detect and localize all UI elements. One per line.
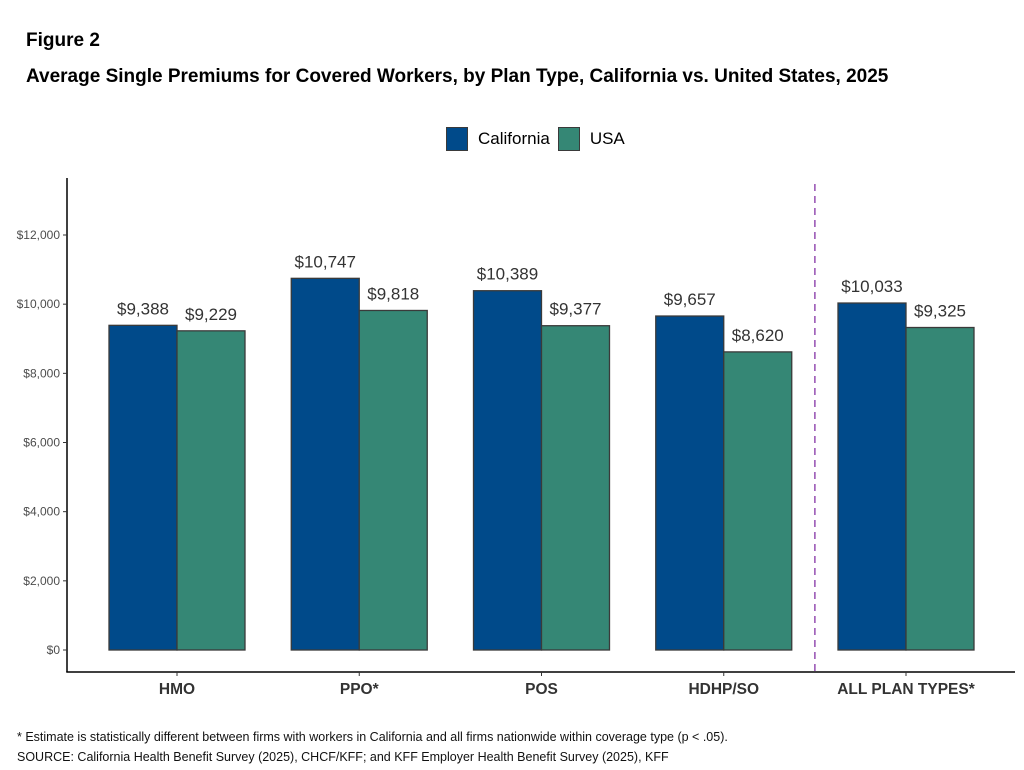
data-label: $10,389 [477,265,538,284]
data-label: $9,229 [185,305,237,324]
data-label: $9,325 [914,302,966,321]
y-tick-label: $4,000 [23,505,60,519]
y-tick-label: $12,000 [17,228,61,242]
legend-item-usa: USA [557,127,625,151]
data-label: $9,377 [550,300,602,319]
legend-swatch-usa [557,127,580,151]
chart-title: Average Single Premiums for Covered Work… [26,66,889,87]
bar-usa [723,351,793,651]
legend-swatch-california [446,127,468,151]
legend-label-california: California [478,129,550,148]
legend-label-usa: USA [589,129,625,148]
bar-california [655,315,725,651]
x-tick-label: PPO* [340,681,380,698]
bar-usa [905,326,975,651]
data-label: $9,657 [664,290,716,309]
source-note: SOURCE: California Health Benefit Survey… [17,750,669,764]
y-tick-label: $0 [47,643,61,657]
y-tick-label: $6,000 [23,436,60,450]
y-tick-label: $8,000 [23,366,60,380]
figure-label: Figure 2 [26,30,100,51]
bar-california [108,324,178,651]
x-tick-label: POS [525,681,558,698]
x-tick-label: HDHP/SO [688,681,759,698]
legend: California USA [446,127,633,151]
legend-item-california: California [446,127,550,151]
x-tick-label: ALL PLAN TYPES* [837,681,975,698]
bar-california [290,277,360,651]
bar-usa [358,309,428,651]
data-label: $9,388 [117,299,169,318]
bar-usa [540,325,611,651]
bar-california [472,290,543,651]
y-tick-label: $10,000 [17,297,61,311]
data-label: $10,747 [295,252,356,271]
bar-california [837,302,907,651]
data-label: $8,620 [732,326,784,345]
y-tick-label: $2,000 [23,574,60,588]
bar-usa [176,330,246,651]
footnote: * Estimate is statistically different be… [17,730,728,744]
x-tick-label: HMO [159,681,195,698]
data-label: $10,033 [841,277,902,296]
data-label: $9,818 [367,284,419,303]
